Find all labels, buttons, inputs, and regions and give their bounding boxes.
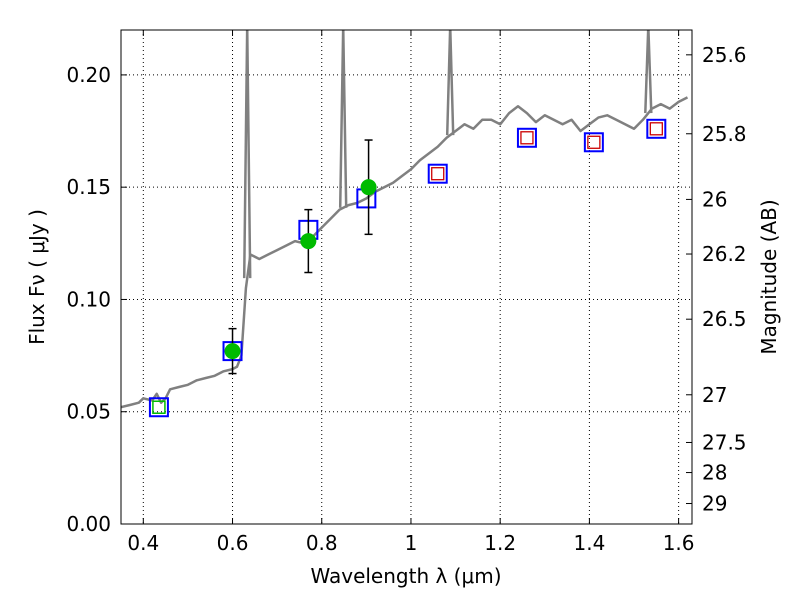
y2-axis-label: Magnitude (AB) (757, 199, 781, 354)
model-point (583, 132, 604, 153)
y2-tick-label: 25.8 (702, 122, 747, 146)
nir-point (520, 131, 534, 145)
emission-spike (644, 30, 653, 114)
nir-point (431, 167, 445, 181)
x-tick-label: 0.4 (127, 531, 159, 555)
model-point (516, 127, 537, 148)
y-tick-label: 0.00 (66, 512, 111, 536)
y-tick-label: 0.10 (66, 287, 111, 311)
plot-area (121, 30, 692, 524)
model-point (427, 163, 448, 184)
y-tick-label: 0.15 (66, 175, 111, 199)
y-axis-label: Flux Fν ( μJy ) (25, 209, 49, 345)
x-axis-label: Wavelength λ (μm) (310, 564, 501, 588)
y2-tick-label: 27 (702, 383, 727, 407)
y2-tick-label: 25.6 (702, 43, 747, 67)
x-tick-label: 0.8 (306, 531, 338, 555)
y2-tick-label: 27.5 (702, 430, 747, 454)
ticks: 0.4 0.6 0.8 1 1.2 1.4 1.6 0.00 0.05 0.10 0.15 0.20 2… (66, 30, 747, 555)
data-layer (121, 30, 689, 418)
observed-point (360, 179, 377, 196)
observed-point (152, 400, 166, 414)
observed-point (300, 233, 317, 250)
y2-tick-label: 26.5 (702, 307, 747, 331)
emission-spike (445, 30, 455, 136)
x-tick-label: 1 (405, 531, 418, 555)
model-point (148, 397, 169, 418)
y2-tick-label: 29 (702, 492, 727, 516)
y2-tick-label: 26 (702, 187, 727, 211)
observed-point (224, 343, 241, 360)
x-tick-label: 1.4 (573, 531, 605, 555)
model-point (646, 118, 667, 139)
y-tick-label: 0.05 (66, 400, 111, 424)
plot-frame (120, 29, 693, 525)
emission-spike (338, 30, 348, 208)
y2-tick-label: 26.2 (702, 242, 747, 266)
spectrum-line (121, 96, 689, 409)
nir-point (587, 135, 601, 149)
emission-spike (242, 30, 252, 279)
y2-tick-label: 28 (702, 461, 727, 485)
x-tick-label: 1.2 (484, 531, 516, 555)
y-tick-label: 0.20 (66, 63, 111, 87)
x-tick-label: 1.6 (663, 531, 695, 555)
nir-point (649, 122, 663, 136)
x-tick-label: 0.6 (217, 531, 249, 555)
